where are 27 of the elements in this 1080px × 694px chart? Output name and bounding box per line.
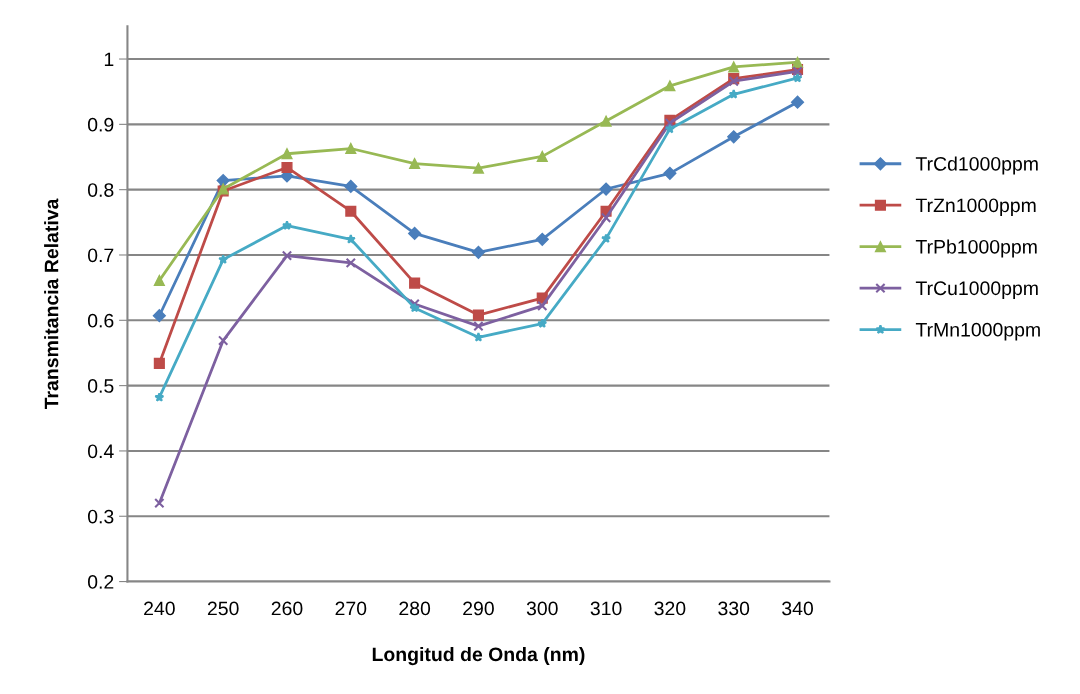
legend-label: TrCd1000ppm: [915, 156, 1038, 175]
x-tick-label: 280: [399, 601, 431, 616]
x-tick-label: 240: [144, 601, 175, 616]
x-tick-label: 270: [335, 601, 367, 616]
y-tick-label: 0.4: [87, 444, 114, 459]
y-axis-title: Transmitancia Relativa: [44, 198, 59, 410]
y-tick-label: 0.3: [87, 509, 114, 524]
x-tick-label: 320: [654, 601, 686, 616]
x-tick-label: 300: [526, 601, 558, 616]
y-tick-label: 0.8: [87, 183, 114, 197]
x-tick-label: 330: [718, 601, 750, 616]
y-tick-label: 0.7: [87, 248, 114, 263]
legend-label: TrZn1000ppm: [915, 198, 1036, 217]
x-axis-title: Longitud de Onda (nm): [372, 646, 585, 666]
x-tick-label: 260: [271, 601, 303, 616]
x-tick-label: 290: [463, 601, 494, 616]
y-tick-label: 0.9: [87, 117, 114, 132]
x-tick-label: 340: [782, 601, 813, 616]
x-tick-label: 310: [590, 601, 622, 616]
legend-label: TrMn1000ppm: [915, 322, 1040, 341]
y-tick-label: 0.6: [87, 313, 114, 328]
y-tick-label: 0.2: [87, 575, 114, 589]
legend-label: TrPb1000ppm: [915, 239, 1037, 258]
y-tick-label: 0.5: [87, 379, 114, 393]
legend-label: TrCu1000ppm: [915, 281, 1038, 299]
x-tick-label: 250: [207, 601, 239, 616]
y-tick-label: 1: [104, 52, 114, 67]
